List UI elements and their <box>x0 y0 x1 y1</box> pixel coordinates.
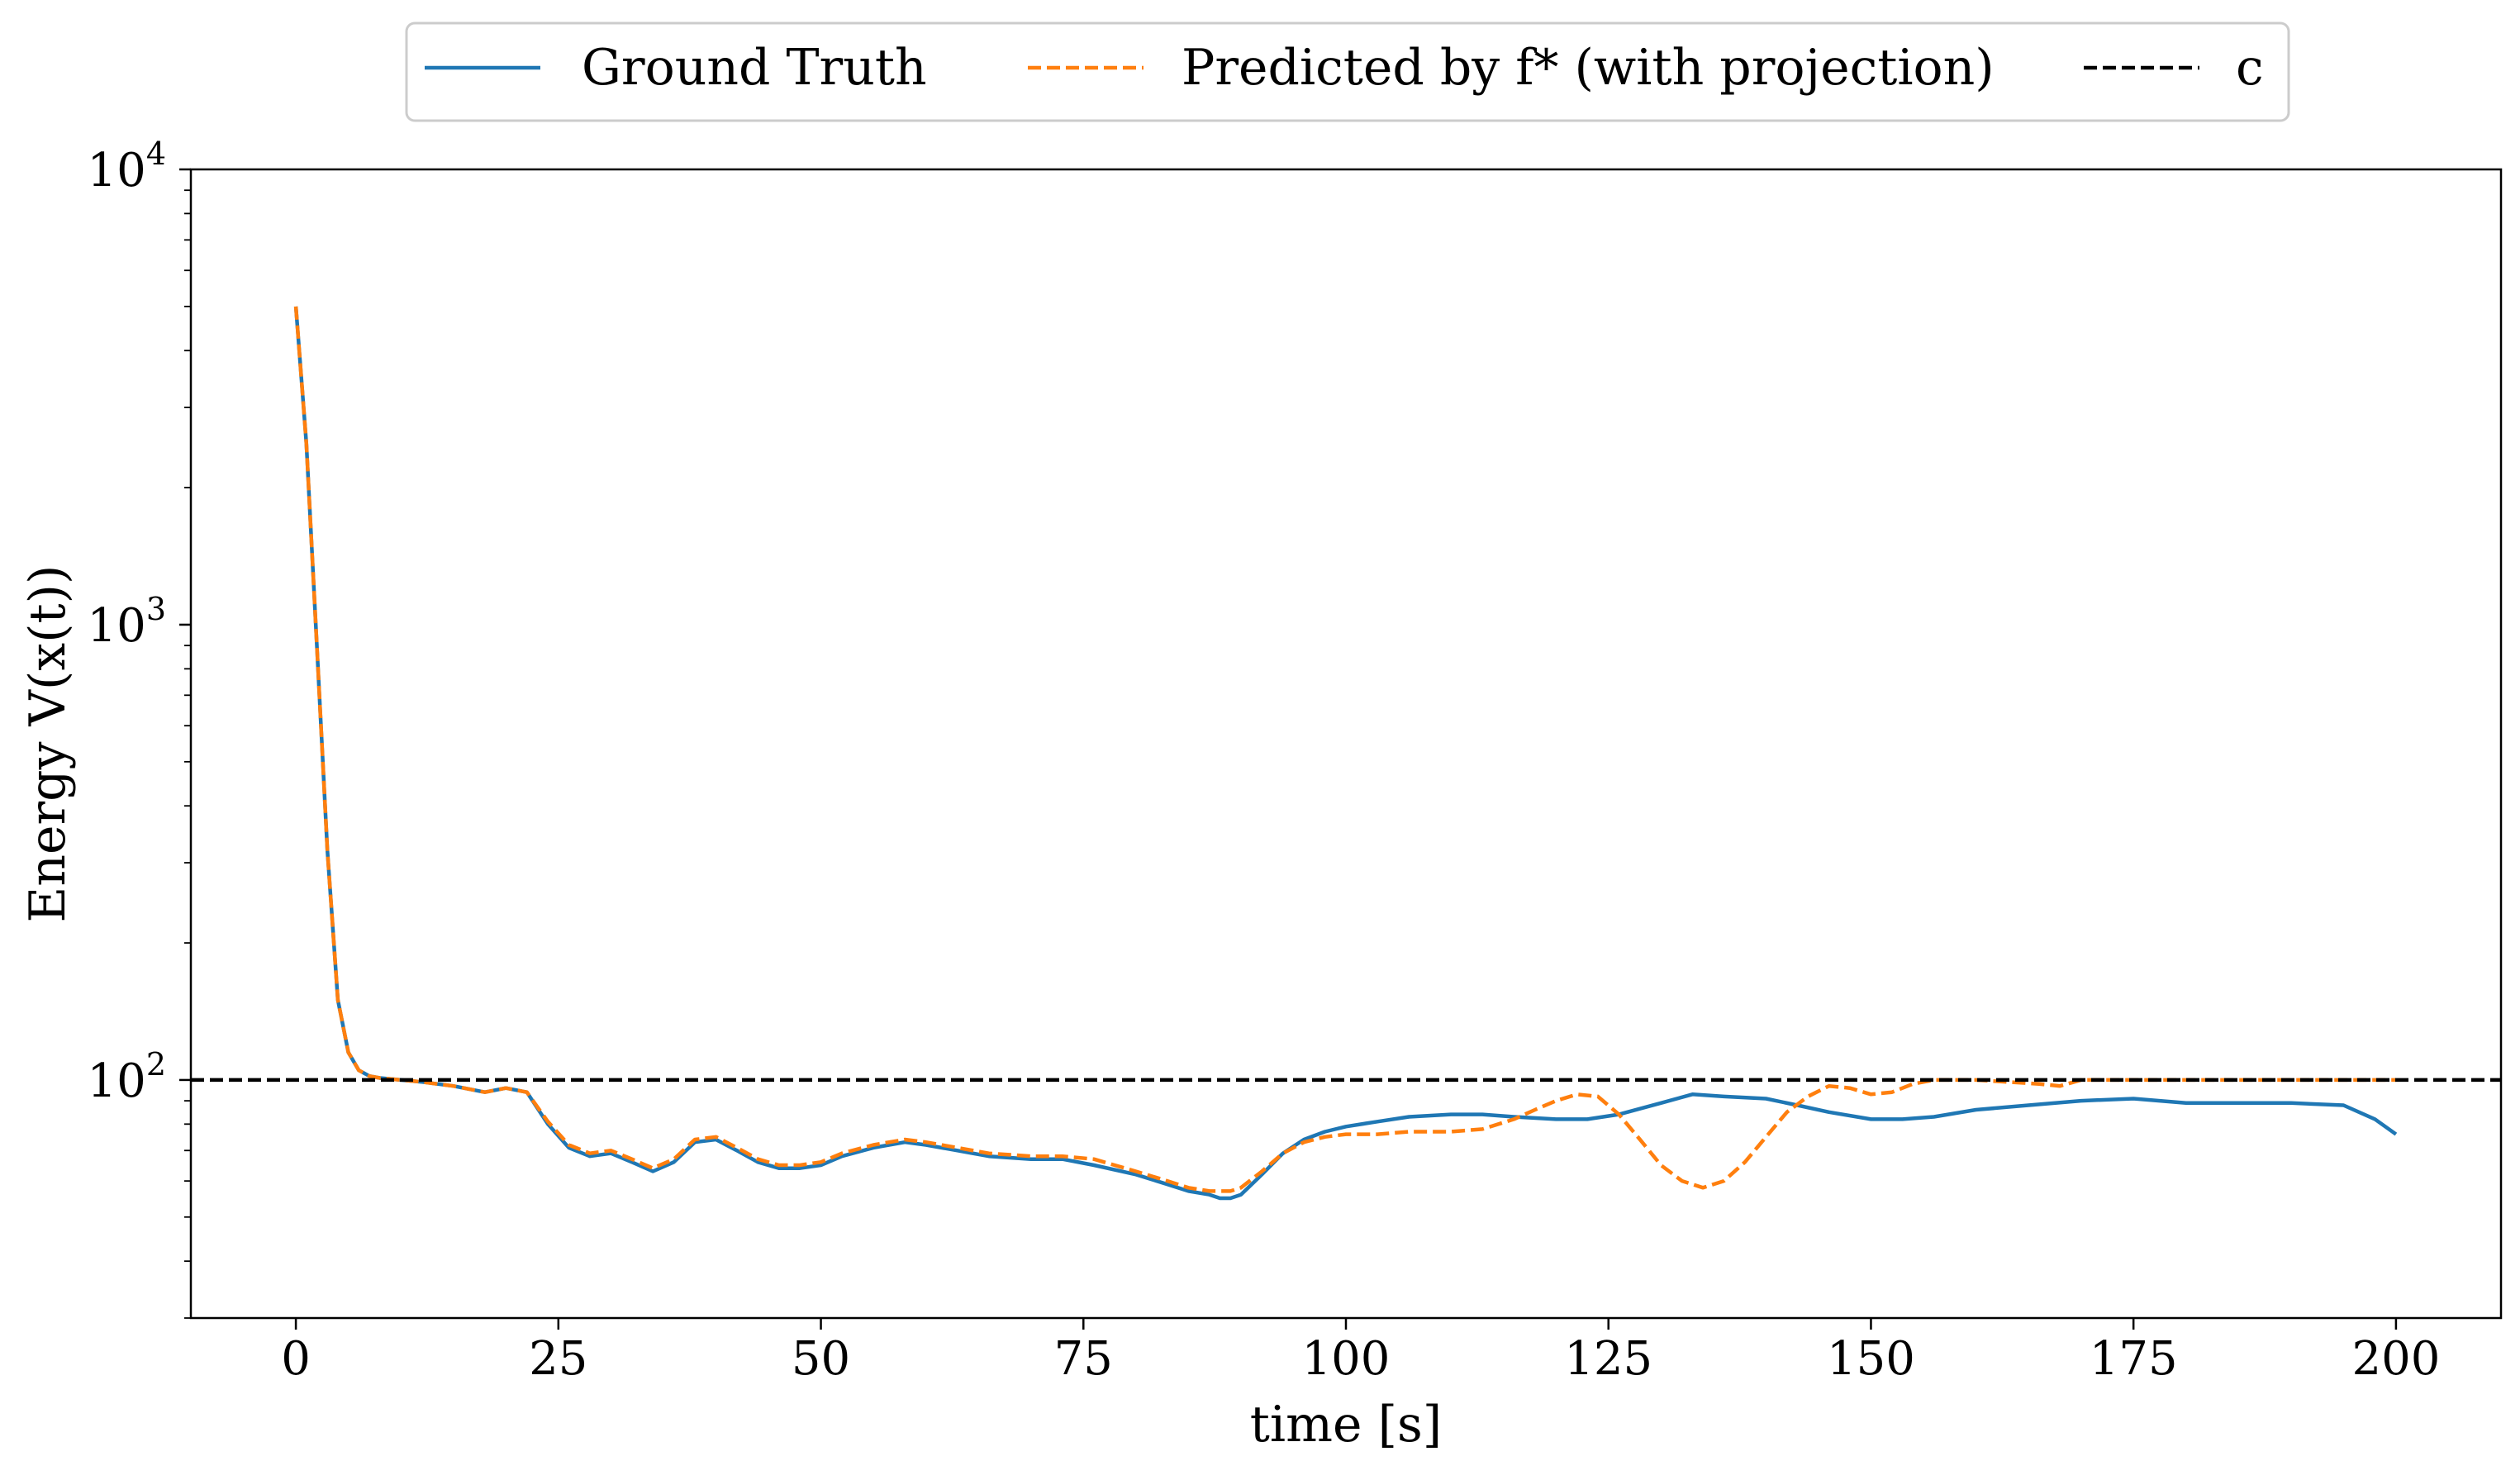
x-tick-label: 50 <box>792 1332 850 1386</box>
x-tick-label: 0 <box>281 1332 311 1386</box>
series-line-2 <box>293 306 2396 1193</box>
axis-ticks: 0 25 50 75 100 125 150 175 200 102 103 104 <box>88 136 2441 1386</box>
x-tick-label: 200 <box>2351 1332 2440 1386</box>
legend: Ground Truth Predicted by f* (with projec… <box>405 21 2290 122</box>
x-tick-label: 125 <box>1564 1332 1652 1386</box>
legend-label-1: Ground Truth <box>582 39 927 97</box>
y-tick-label: 104 <box>88 136 166 197</box>
series-lines <box>191 306 2501 1201</box>
x-tick-label: 150 <box>1827 1332 1915 1386</box>
x-tick-label: 25 <box>529 1332 587 1386</box>
y-axis-label: Energy V(x(t)) <box>19 565 77 923</box>
legend-label-2: Predicted by f* (with projection) <box>1182 39 1995 97</box>
x-tick-label: 75 <box>1054 1332 1113 1386</box>
legend-box <box>405 21 2290 122</box>
legend-label-3: c <box>2236 39 2264 97</box>
x-axis-label: time [s] <box>1250 1396 1442 1454</box>
y-tick-label: 103 <box>88 591 166 653</box>
y-tick-label: 102 <box>88 1046 166 1108</box>
x-tick-label: 100 <box>1302 1332 1391 1386</box>
x-tick-label: 175 <box>2090 1332 2178 1386</box>
series-line-1 <box>293 306 2398 1201</box>
plot-frame <box>189 168 2503 1320</box>
